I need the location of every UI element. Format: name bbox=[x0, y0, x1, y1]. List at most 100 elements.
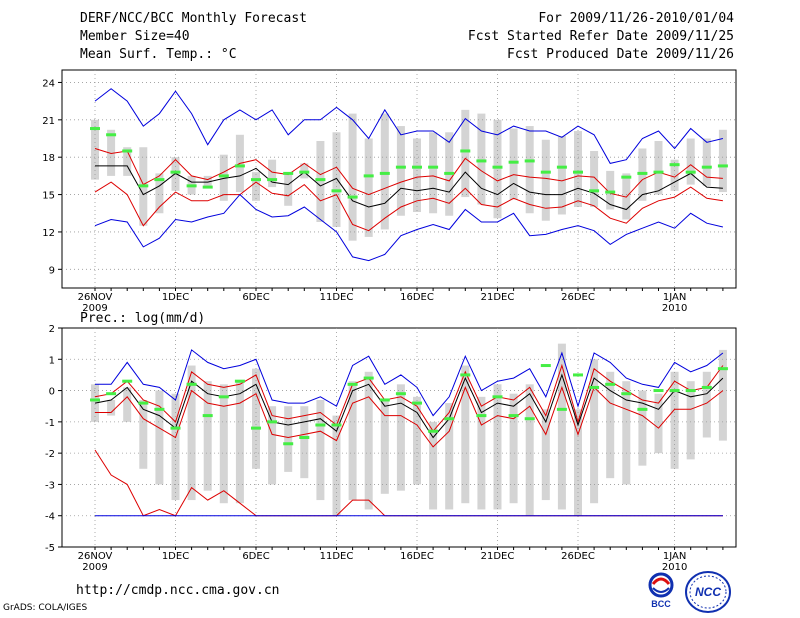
spread-box bbox=[541, 139, 550, 221]
ncc-logo-text: NCC bbox=[695, 585, 721, 599]
spread-box bbox=[461, 365, 470, 504]
observed-marker bbox=[106, 392, 117, 396]
y-tick-label: 9 bbox=[49, 265, 55, 276]
observed-marker bbox=[605, 382, 616, 386]
spread-box bbox=[702, 138, 711, 186]
observed-marker bbox=[138, 401, 149, 405]
bcc-logo: BCC bbox=[648, 572, 674, 609]
spread-box bbox=[396, 384, 405, 491]
spread-box bbox=[429, 421, 438, 510]
observed-marker bbox=[492, 165, 503, 169]
series-line-max bbox=[95, 349, 724, 417]
spread-box bbox=[139, 399, 148, 469]
chart-title: DERF/NCC/BCC Monthly Forecast bbox=[80, 11, 307, 26]
observed-marker bbox=[717, 164, 728, 168]
observed-marker bbox=[395, 392, 406, 396]
spread-box bbox=[187, 365, 196, 501]
observed-marker bbox=[170, 170, 181, 174]
spread-box bbox=[155, 173, 164, 214]
series-line-lower bbox=[94, 181, 723, 232]
spread-box bbox=[396, 126, 405, 216]
observed-marker bbox=[251, 426, 261, 430]
observed-marker bbox=[556, 165, 567, 169]
observed-marker bbox=[122, 149, 133, 153]
spread-box bbox=[622, 381, 631, 485]
x-tick-label: 16DEC bbox=[400, 551, 434, 562]
observed-marker bbox=[363, 174, 374, 178]
spread-box bbox=[219, 384, 228, 504]
x-tick-label: 1JAN bbox=[663, 551, 686, 562]
observed-marker bbox=[476, 414, 487, 418]
x-tick-label: 21DEC bbox=[481, 292, 515, 303]
observed-marker bbox=[106, 133, 117, 137]
spread-box bbox=[364, 138, 373, 237]
y-tick-label: 12 bbox=[42, 228, 55, 239]
spread-box bbox=[235, 381, 244, 504]
spread-box bbox=[155, 390, 164, 485]
spread-box bbox=[171, 393, 180, 501]
x-tick-year: 2009 bbox=[82, 303, 107, 314]
observed-marker bbox=[492, 395, 503, 399]
series-line-upper bbox=[94, 148, 723, 198]
spread-box bbox=[316, 141, 325, 222]
observed-marker bbox=[444, 171, 455, 175]
prec-panel-label: Prec.: log(mm/d) bbox=[80, 311, 206, 326]
x-tick-label: 11DEC bbox=[320, 551, 354, 562]
y-tick-label: 21 bbox=[42, 116, 55, 127]
ncc-logo: NCC bbox=[685, 571, 731, 613]
spread-box bbox=[509, 128, 518, 200]
observed-marker bbox=[701, 165, 712, 169]
spread-box bbox=[525, 384, 534, 516]
spread-box bbox=[638, 390, 647, 466]
spread-box bbox=[252, 368, 260, 469]
series-line-lower bbox=[95, 385, 724, 448]
y-tick-label: 15 bbox=[42, 191, 55, 202]
observed-marker bbox=[218, 174, 229, 178]
fcst-produced-date: Fcst Produced Date 2009/11/26 bbox=[507, 47, 734, 62]
observed-marker bbox=[637, 407, 648, 411]
spread-box bbox=[477, 396, 486, 510]
observed-marker bbox=[685, 389, 696, 393]
bcc-logo-text: BCC bbox=[651, 599, 671, 609]
observed-marker bbox=[379, 398, 390, 402]
spread-box bbox=[380, 399, 389, 494]
spread-box bbox=[606, 371, 615, 479]
spread-box bbox=[284, 406, 293, 472]
spread-box bbox=[654, 393, 663, 454]
spread-box bbox=[91, 119, 99, 180]
observed-marker bbox=[331, 423, 342, 427]
spread-box bbox=[590, 359, 599, 504]
source-url[interactable]: http://cmdp.ncc.cma.gov.cn bbox=[76, 583, 280, 598]
observed-marker bbox=[347, 195, 358, 199]
fcst-started-date: Fcst Started Refer Date 2009/11/25 bbox=[467, 29, 734, 44]
spread-box bbox=[461, 109, 470, 198]
spread-box bbox=[348, 113, 357, 241]
observed-marker bbox=[218, 395, 229, 399]
spread-box bbox=[429, 132, 438, 214]
spread-box bbox=[348, 381, 357, 501]
observed-marker bbox=[202, 414, 213, 418]
observed-marker bbox=[460, 373, 471, 377]
spread-box bbox=[702, 371, 711, 438]
x-tick-year: 2009 bbox=[82, 562, 107, 573]
observed-marker bbox=[621, 392, 632, 396]
observed-marker bbox=[669, 389, 680, 393]
observed-marker bbox=[283, 442, 294, 446]
observed-marker bbox=[154, 178, 165, 182]
y-tick-label: -4 bbox=[45, 512, 55, 523]
x-tick-label: 6DEC bbox=[242, 551, 269, 562]
observed-marker bbox=[685, 170, 696, 174]
spread-box bbox=[123, 387, 132, 422]
observed-marker bbox=[605, 190, 616, 194]
member-size: Member Size=40 bbox=[80, 29, 190, 44]
series-line-max bbox=[94, 88, 724, 164]
spread-box bbox=[686, 381, 695, 460]
observed-marker bbox=[283, 171, 294, 175]
spread-box bbox=[268, 406, 277, 485]
series-line-mean bbox=[95, 165, 723, 211]
observed-marker bbox=[379, 171, 390, 175]
y-tick-label: -1 bbox=[45, 418, 55, 429]
spread-box bbox=[203, 381, 212, 491]
observed-marker bbox=[154, 407, 165, 411]
